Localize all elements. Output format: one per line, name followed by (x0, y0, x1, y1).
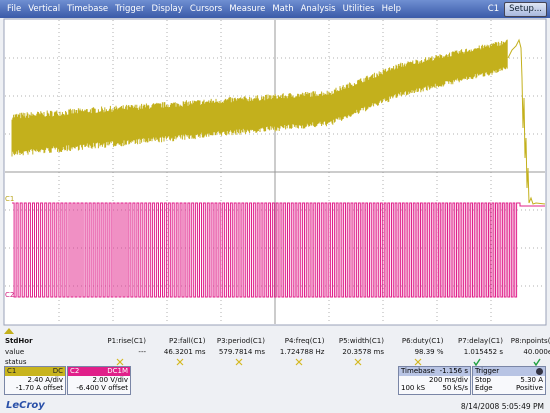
c2-trace (12, 202, 545, 298)
status-cross (235, 358, 243, 366)
column-value: --- (138, 348, 146, 356)
status-icon (473, 358, 481, 366)
trigger-level: 5.30 A (520, 376, 543, 384)
trigger-slope: Positive (516, 384, 543, 392)
c1-scale: 2.40 A/div (27, 376, 64, 384)
c2-box: C2 DC1M 2.00 V/div -6.400 V offset (67, 366, 131, 395)
menu-item[interactable]: Analysis (300, 4, 336, 14)
waveform-display: C1 C2 (3, 18, 547, 326)
c1-coupling: DC (52, 367, 63, 375)
c1-box: C1 DC 2.40 A/div -1.70 A offset (4, 366, 66, 395)
menu-item[interactable]: Trigger (115, 4, 145, 14)
trigger-marker (4, 328, 14, 334)
menu-item[interactable]: Vertical (28, 4, 61, 14)
status-icon (354, 358, 362, 366)
timebase-delay: -1.156 s (439, 367, 468, 375)
status-icon (532, 358, 541, 366)
timebase-rate: 50 kS/s (442, 384, 468, 392)
menu-item[interactable]: File (7, 4, 22, 14)
menu-item[interactable]: Help (381, 4, 401, 14)
measure-title: StdHor (5, 337, 33, 345)
column-header: P4:freq(C1) (284, 337, 325, 345)
timebase-samples: 100 kS (401, 384, 426, 392)
setup-button[interactable]: Setup... (504, 1, 547, 17)
timebase-box: Timebase -1.156 s 200 ms/div 100 kS 50 kS/… (398, 366, 471, 395)
column-value: 46.3201 ms (163, 348, 206, 356)
status-cross (414, 358, 421, 366)
c2-marker: C2 (5, 291, 14, 299)
status-cross (116, 358, 124, 366)
status-icon (295, 358, 302, 366)
brand-logo: LeCroy (6, 400, 45, 411)
column-header: P2:fall(C1) (169, 337, 206, 345)
status-icon (116, 358, 124, 366)
grid (5, 20, 545, 324)
status-check (532, 358, 541, 366)
trigger-type: Edge (475, 384, 493, 392)
timestamp: 8/14/2008 5:05:49 PM (460, 402, 544, 411)
trigger-box: Trigger Stop 5.30 A Edge Positive (472, 366, 546, 395)
menu-item[interactable]: Cursors (189, 4, 223, 14)
trigger-mode: Stop (475, 376, 491, 384)
status-icon (235, 358, 243, 366)
c1-marker: C1 (5, 195, 14, 203)
column-header: P8:npoints(C1) (510, 337, 550, 345)
menu-item[interactable]: Utilities (342, 4, 375, 14)
column-value: 1.015452 s (463, 348, 503, 356)
status-icon (414, 358, 421, 366)
menu-item[interactable]: Measure (229, 4, 266, 14)
active-channel: C1 (487, 4, 500, 14)
status-cross (295, 358, 302, 366)
column-header: P1:rise(C1) (107, 337, 146, 345)
column-header: P5:width(C1) (338, 337, 384, 345)
status-icon (176, 358, 183, 366)
status-cross (354, 358, 362, 366)
c1-name: C1 (7, 367, 17, 375)
timebase-scale: 200 ms/div (429, 376, 468, 384)
c1-trace (11, 39, 508, 157)
column-value: 579.7814 ms (218, 348, 265, 356)
column-value: 40.000e+3 (523, 348, 550, 356)
c1-trace-tail (507, 38, 546, 205)
c2-scale: 2.00 V/div (92, 376, 129, 384)
column-header: P6:duty(C1) (401, 337, 444, 345)
column-header: P3:period(C1) (216, 337, 265, 345)
column-value: 98.39 % (414, 348, 444, 356)
c1-offset: -1.70 A offset (15, 384, 63, 392)
status-check (473, 358, 481, 366)
column-value: 1.724788 Hz (279, 348, 325, 356)
menu-bar: File Vertical Timebase Trigger Display Cursor… (0, 0, 550, 18)
row-label: status (5, 358, 27, 366)
row-label: value (5, 348, 25, 356)
menu-item[interactable]: Math (272, 4, 294, 14)
trigger-title: Trigger (475, 367, 500, 375)
column-header: P7:delay(C1) (458, 337, 503, 345)
c2-name: C2 (70, 367, 80, 375)
c2-offset: -6.400 V offset (76, 384, 128, 392)
status-cross (176, 358, 183, 366)
trigger-icon (536, 368, 543, 375)
menu-item[interactable]: Display (151, 4, 183, 14)
timebase-title: Timebase (401, 367, 435, 375)
column-value: 20.3578 ms (342, 348, 384, 356)
c2-coupling: DC1M (107, 367, 128, 375)
menu-item[interactable]: Timebase (67, 4, 109, 14)
